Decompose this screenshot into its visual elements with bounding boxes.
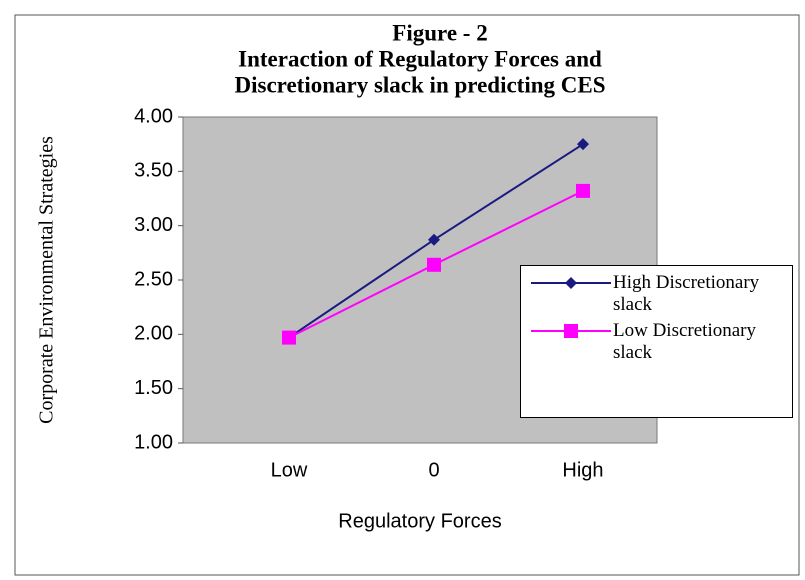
x-tick-label: Low — [271, 459, 308, 481]
y-tick-label: 1.50 — [134, 377, 173, 399]
legend-item: High Discretionary slack — [527, 272, 786, 316]
legend-swatch — [531, 324, 611, 338]
marker — [282, 330, 296, 345]
legend-marker — [564, 324, 578, 338]
y-tick-label: 1.00 — [134, 431, 173, 453]
legend-label: Low Discretionary slack — [613, 320, 756, 363]
chart-title: Figure - 2 — [392, 20, 487, 45]
x-tick-label: High — [562, 459, 603, 481]
x-tick-label: 0 — [428, 459, 439, 481]
y-tick-label: 3.50 — [134, 160, 173, 182]
y-tick-label: 3.00 — [134, 214, 173, 236]
y-tick-label: 2.00 — [134, 323, 173, 345]
y-tick-label: 4.00 — [134, 105, 173, 127]
y-tick-label: 2.50 — [134, 268, 173, 290]
legend-marker — [565, 277, 577, 289]
legend-label: High Discretionary slack — [613, 272, 760, 315]
y-axis-label: Corporate Environmental Strategies — [36, 136, 58, 424]
x-axis-label: Regulatory Forces — [338, 510, 501, 532]
marker — [428, 233, 440, 246]
chart-title: Discretionary slack in predicting CES — [235, 72, 606, 97]
legend-swatch — [531, 277, 611, 289]
marker — [576, 183, 590, 198]
legend-item: Low Discretionary slack — [527, 320, 786, 364]
chart-title: Interaction of Regulatory Forces and — [238, 46, 602, 71]
marker — [577, 138, 589, 151]
marker — [427, 257, 441, 272]
legend: High Discretionary slack Low Discretionar… — [520, 265, 793, 418]
